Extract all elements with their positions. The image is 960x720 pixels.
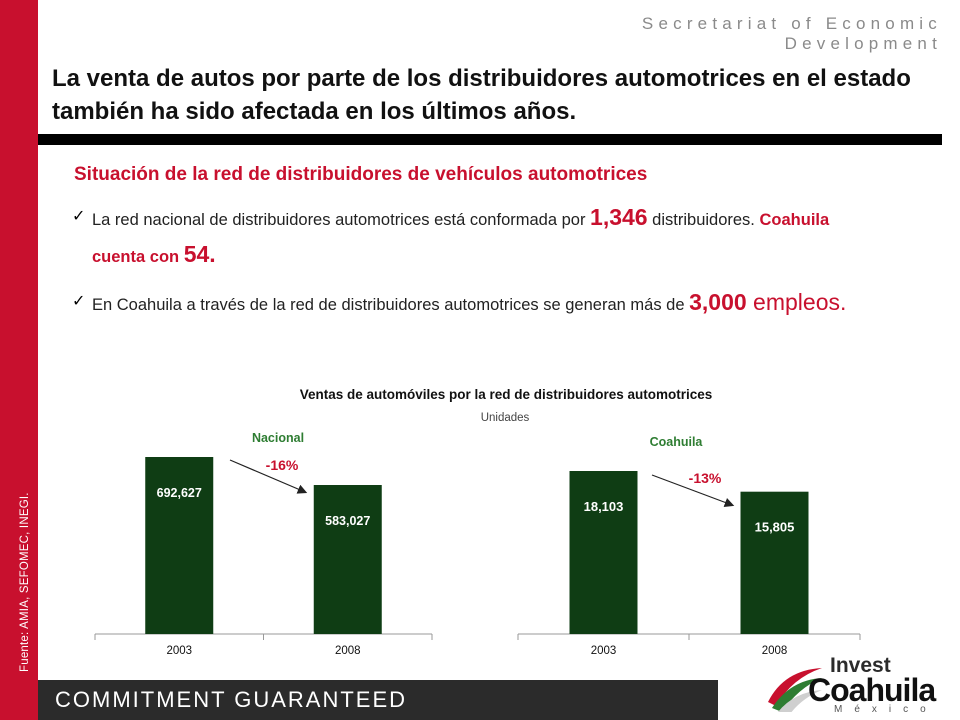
bullet-text: En Coahuila a través de la red de distri… xyxy=(72,285,862,322)
logo-swoosh-icon xyxy=(768,668,822,712)
chart-subtitle: Unidades xyxy=(480,412,530,424)
coahuila-change-label: -13% xyxy=(689,470,722,486)
check-icon: ✓ xyxy=(72,208,86,225)
jobs-count: 3,000 xyxy=(689,289,747,315)
bullet-distributors: ✓ La red nacional de distribuidores auto… xyxy=(72,200,862,274)
bullet-text-part: distribuidores. xyxy=(647,211,760,229)
nacional-category-label: 2003 xyxy=(166,645,192,657)
coahuila-value-label: 18,103 xyxy=(584,499,624,514)
nacional-change-label: -16% xyxy=(266,457,299,473)
coahuila-bar-2003 xyxy=(569,471,638,634)
coahuila-trend-arrow xyxy=(651,474,735,507)
coahuila-category-label: 2003 xyxy=(591,645,617,657)
jobs-label: empleos. xyxy=(746,289,847,315)
nacional-bar-2003 xyxy=(145,457,214,634)
brand-text: Secretariat of Economic Development xyxy=(642,14,942,54)
logo-invest-text: Invest xyxy=(830,654,891,677)
brand-line-2: Development xyxy=(784,34,942,53)
coahuila-count: 54. xyxy=(183,241,216,267)
footer-bar xyxy=(38,680,718,720)
section-heading: Situación de la red de distribuidores de… xyxy=(74,164,648,185)
invest-coahuila-logo: Invest Coahuila México xyxy=(764,654,942,718)
nacional-series-label: Nacional xyxy=(252,431,304,445)
logo-coahuila-text: Coahuila xyxy=(808,672,936,708)
nacional-category-label: 2008 xyxy=(335,645,361,657)
national-count: 1,346 xyxy=(590,204,648,230)
nacional-value-label: 583,027 xyxy=(325,514,370,528)
bullet-jobs: ✓ En Coahuila a través de la red de dist… xyxy=(72,285,862,322)
coahuila-category-label: 2008 xyxy=(762,645,788,657)
bullet-text: La red nacional de distribuidores automo… xyxy=(72,200,862,274)
side-accent-bar xyxy=(0,0,38,720)
coahuila-bar-2008 xyxy=(740,491,809,634)
footer-slogan: COMMITMENT GUARANTEED xyxy=(55,687,408,712)
sales-chart: 692,627 2003 583,027 2008 Nacional -16% 18,103… xyxy=(94,431,861,657)
brand-line-1: Secretariat of Economic xyxy=(641,14,942,33)
nacional-bar-2008 xyxy=(313,485,382,634)
bullet-text-part: La red nacional de distribuidores automo… xyxy=(92,211,591,229)
title-divider xyxy=(38,134,942,145)
check-icon: ✓ xyxy=(72,293,86,310)
logo-mexico-text: México xyxy=(834,704,938,715)
nacional-value-label: 692,627 xyxy=(157,486,202,500)
bullet-text-part: En Coahuila a través de la red de distri… xyxy=(92,296,690,314)
page-title: La venta de autos por parte de los distr… xyxy=(52,65,911,125)
coahuila-value-label: 15,805 xyxy=(755,520,795,535)
coahuila-label: Coahuila cuenta con xyxy=(92,211,830,266)
coahuila-series-label: Coahuila xyxy=(650,435,704,449)
chart-title: Ventas de automóviles por la red de dist… xyxy=(299,387,713,402)
nacional-trend-arrow xyxy=(229,459,308,494)
